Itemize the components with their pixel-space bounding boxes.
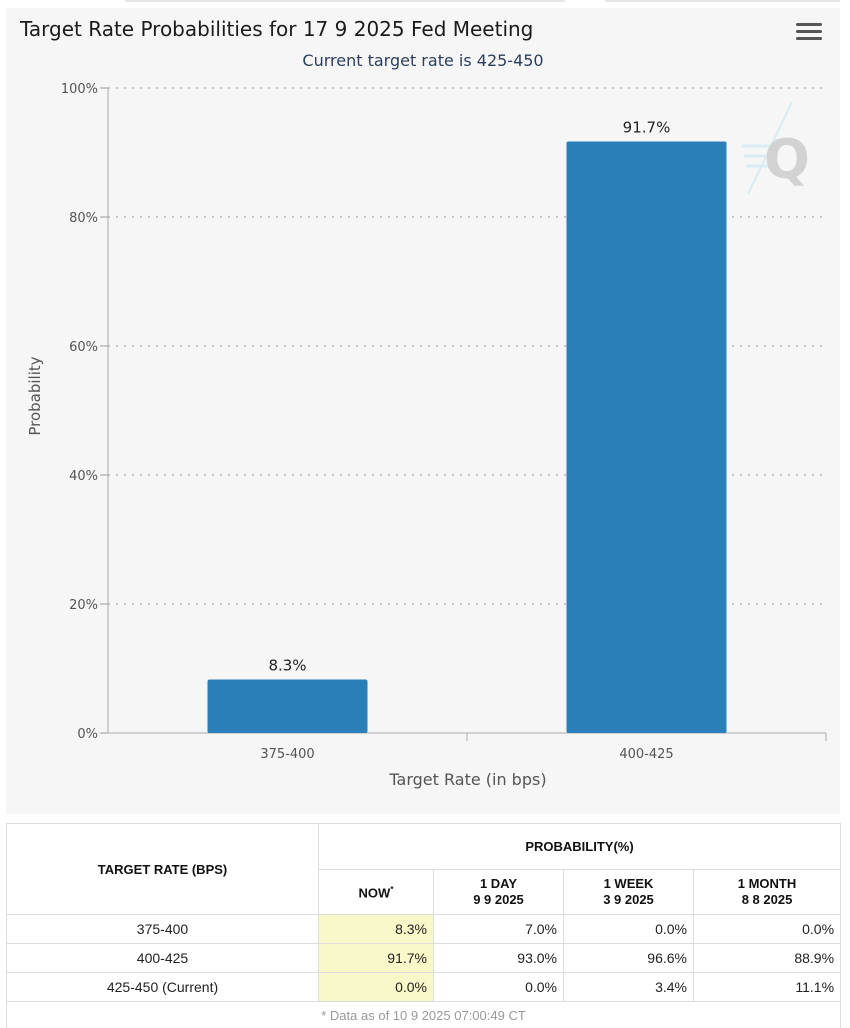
x-axis-title: Target Rate (in bps) [388, 770, 546, 789]
target-rate-header: TARGET RATE (BPS) [7, 824, 319, 915]
y-tick-label: 60% [69, 340, 98, 355]
chart-panel: Target Rate Probabilities for 17 9 2025 … [6, 8, 840, 814]
column-header-line1: 1 WEEK [565, 876, 692, 892]
svg-text:Q: Q [764, 128, 810, 191]
probability-cell: 93.0% [434, 944, 564, 973]
column-header-line2: 9 9 2025 [435, 892, 562, 908]
footnote-marker: * [390, 885, 393, 894]
bar-chart: Q 0% 20% 40% 60% 80% 100% 375-400 400-425 8.3% 9… [6, 8, 840, 814]
bar-375-400[interactable] [208, 679, 368, 733]
target-rate-cell: 425-450 (Current) [7, 973, 319, 1002]
y-tick-label: 20% [69, 598, 98, 613]
column-header-0: NOW* [319, 870, 434, 915]
probability-cell: 0.0% [564, 915, 694, 944]
data-label-400-425: 91.7% [623, 119, 671, 137]
column-header-line1: 1 DAY [435, 876, 562, 892]
data-label-375-400: 8.3% [268, 656, 306, 674]
y-tick-label: 40% [69, 469, 98, 484]
column-header-line2: 8 8 2025 [695, 892, 839, 908]
probability-cell: 91.7% [319, 944, 434, 973]
target-rate-cell: 400-425 [7, 944, 319, 973]
probability-cell: 0.0% [319, 973, 434, 1002]
table-row: 425-450 (Current)0.0%0.0%3.4%11.1% [7, 973, 841, 1002]
bar-400-425[interactable] [567, 142, 727, 733]
probability-cell: 88.9% [694, 944, 841, 973]
probability-table-container: TARGET RATE (BPS) PROBABILITY(%) NOW*1 D… [6, 823, 840, 1028]
target-rate-cell: 375-400 [7, 915, 319, 944]
y-tick-label: 80% [69, 211, 98, 226]
column-header-line1: 1 MONTH [695, 876, 839, 892]
column-header-line1: NOW [359, 886, 391, 901]
probability-cell: 11.1% [694, 973, 841, 1002]
probability-cell: 0.0% [434, 973, 564, 1002]
y-axis-title: Probability [26, 356, 44, 435]
probability-table: TARGET RATE (BPS) PROBABILITY(%) NOW*1 D… [6, 823, 841, 1028]
top-border-right [605, 0, 840, 2]
column-header-line2: 3 9 2025 [565, 892, 692, 908]
probability-cell: 7.0% [434, 915, 564, 944]
x-tick-label-400-425: 400-425 [619, 747, 673, 762]
probability-header: PROBABILITY(%) [319, 824, 841, 870]
top-border-left [125, 0, 565, 2]
q-logo-icon: Q [742, 102, 810, 194]
probability-cell: 3.4% [564, 973, 694, 1002]
data-timestamp-footnote: * Data as of 10 9 2025 07:00:49 CT [7, 1002, 841, 1028]
probability-cell: 0.0% [694, 915, 841, 944]
x-tick-label-375-400: 375-400 [260, 747, 314, 762]
probability-cell: 96.6% [564, 944, 694, 973]
y-tick-label: 100% [61, 82, 98, 97]
y-tick-label: 0% [77, 727, 98, 742]
probability-cell: 8.3% [319, 915, 434, 944]
